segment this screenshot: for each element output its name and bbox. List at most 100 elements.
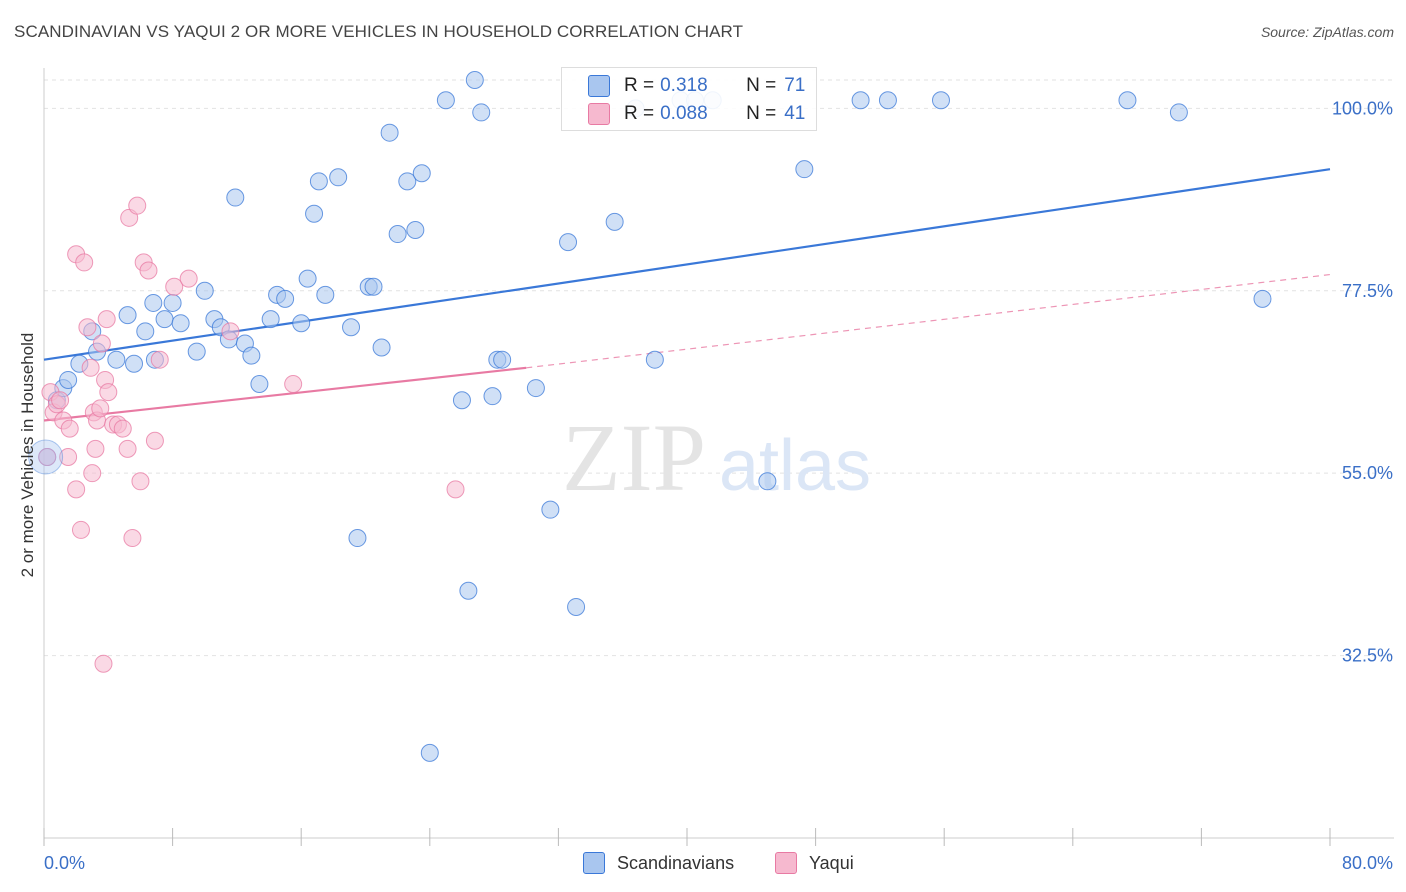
point-yaqui: [86, 439, 105, 458]
point-scandinavians: [645, 350, 664, 369]
y-tick-label: 32.5%: [1342, 646, 1393, 666]
legend-label: Yaqui: [809, 852, 854, 873]
n-label: N =: [746, 75, 777, 96]
point-scandinavians: [250, 375, 269, 394]
trend-lines: [43, 168, 1331, 422]
trend-yaqui: [43, 366, 527, 422]
y-tick-label: 77.5%: [1342, 281, 1393, 301]
point-yaqui: [145, 431, 164, 450]
point-scandinavians: [1169, 103, 1188, 122]
tick-labels: 32.5% 55.0% 77.5% 100.0% 0.0% 80.0%: [44, 98, 1393, 873]
point-yaqui: [139, 261, 158, 280]
point-scandinavians: [136, 322, 155, 341]
point-yaqui: [179, 269, 198, 288]
point-yaqui: [118, 439, 137, 458]
point-scandinavians: [348, 529, 367, 548]
source-label: Source: ZipAtlas.com: [1260, 24, 1394, 40]
point-scandinavians: [276, 289, 295, 308]
point-scandinavians: [541, 500, 560, 519]
point-scandinavians: [107, 350, 126, 369]
point-scandinavians: [309, 172, 328, 191]
point-yaqui: [221, 322, 240, 341]
stats-swatch-yaqui: [588, 103, 610, 125]
point-yaqui: [83, 464, 102, 483]
point-scandinavians: [125, 354, 144, 373]
n-value: 71: [784, 75, 806, 96]
point-cluster-scandinavians: [28, 439, 64, 475]
legend-item-scandinavians[interactable]: Scandinavians: [583, 852, 734, 874]
point-yaqui: [81, 358, 100, 377]
point-scandinavians: [436, 91, 455, 110]
r-label: R =: [624, 103, 655, 124]
point-scandinavians: [292, 314, 311, 333]
point-scandinavians: [261, 310, 280, 329]
point-scandinavians: [420, 743, 439, 762]
point-scandinavians: [187, 342, 206, 361]
trend-scandinavians: [43, 168, 1331, 361]
point-yaqui: [78, 318, 97, 337]
point-scandinavians: [118, 306, 137, 325]
point-yaqui: [128, 196, 147, 215]
point-scandinavians: [493, 350, 512, 369]
point-scandinavians: [163, 293, 182, 312]
stats-box: R = 0.318 N = 71 R = 0.088 N = 41: [561, 67, 817, 131]
point-scandinavians: [195, 281, 214, 300]
zipatlas-watermark: ZIP atlas: [562, 404, 871, 511]
point-scandinavians: [526, 379, 545, 398]
n-value: 41: [784, 103, 806, 124]
x-tick-label: 0.0%: [44, 853, 85, 873]
r-label: R =: [624, 75, 655, 96]
watermark-atlas: atlas: [719, 426, 871, 506]
point-scandinavians: [472, 103, 491, 122]
axes: [43, 68, 1394, 846]
legend-swatch-yaqui: [775, 852, 797, 874]
point-yaqui: [97, 310, 116, 329]
point-yaqui: [91, 399, 110, 418]
point-scandinavians: [398, 172, 417, 191]
point-scandinavians: [155, 310, 174, 329]
point-scandinavians: [795, 160, 814, 179]
point-scandinavians: [242, 346, 261, 365]
point-scandinavians: [1118, 91, 1137, 110]
point-yaqui: [94, 654, 113, 673]
point-scandinavians: [298, 269, 317, 288]
point-scandinavians: [406, 220, 425, 239]
point-scandinavians: [226, 188, 245, 207]
point-yaqui: [60, 419, 79, 438]
point-yaqui: [131, 472, 150, 491]
point-scandinavians: [483, 387, 502, 406]
y-axis-label: 2 or more Vehicles in Household: [18, 332, 37, 578]
n-label: N =: [746, 103, 777, 124]
r-value: 0.318: [660, 75, 708, 96]
point-scandinavians: [559, 233, 578, 252]
y-tick-label: 55.0%: [1342, 463, 1393, 483]
chart-title: SCANDINAVIAN VS YAQUI 2 OR MORE VEHICLES…: [14, 22, 744, 41]
point-scandinavians: [878, 91, 897, 110]
point-yaqui: [38, 447, 57, 466]
point-scandinavians: [931, 91, 950, 110]
point-yaqui: [92, 334, 111, 353]
r-value: 0.088: [660, 103, 708, 124]
point-yaqui: [67, 480, 86, 499]
point-yaqui: [446, 480, 465, 499]
legend-swatch-scandinavians: [583, 852, 605, 874]
stats-row-yaqui: R = 0.088 N = 41: [562, 100, 805, 128]
stats-swatch-scandinavians: [588, 75, 610, 97]
point-scandinavians: [465, 71, 484, 89]
legend-item-yaqui[interactable]: Yaqui: [775, 852, 854, 874]
point-scandinavians: [316, 285, 335, 304]
point-yaqui: [99, 383, 118, 402]
point-yaqui: [165, 277, 184, 296]
point-scandinavians: [364, 277, 383, 296]
point-scandinavians: [342, 318, 361, 337]
point-scandinavians: [1253, 289, 1272, 308]
point-scandinavians: [851, 91, 870, 110]
point-yaqui: [59, 447, 78, 466]
x-tick-label: 80.0%: [1342, 853, 1393, 873]
point-yaqui: [123, 529, 142, 548]
point-yaqui: [51, 391, 70, 410]
y-tick-label: 100.0%: [1332, 98, 1393, 118]
data-points: [28, 71, 1272, 762]
point-scandinavians: [388, 225, 407, 244]
